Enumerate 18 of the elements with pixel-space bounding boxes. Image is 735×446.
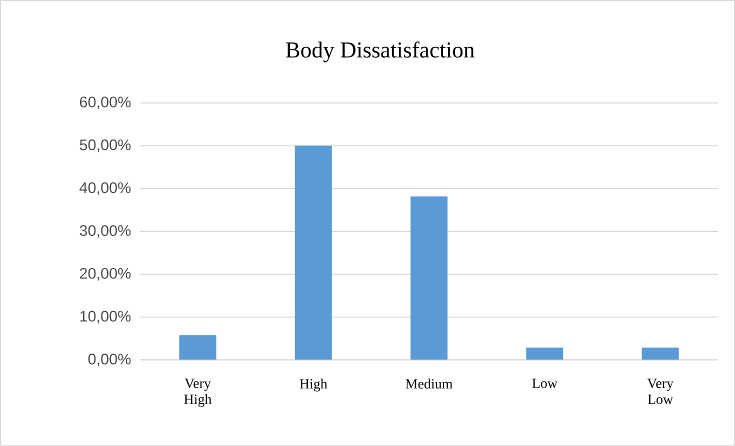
- y-tick-label: 30,00%: [80, 225, 131, 238]
- x-tick-label: Low: [532, 378, 558, 388]
- bar: [179, 335, 216, 360]
- y-tick-label: 40,00%: [80, 182, 131, 195]
- y-tick-label: 10,00%: [80, 310, 131, 324]
- y-tick-label: 50,00%: [80, 139, 131, 152]
- bar: [410, 196, 448, 360]
- bar: [294, 146, 332, 360]
- x-tick-label: Very High: [184, 378, 212, 407]
- x-tick-label: High: [300, 378, 328, 392]
- y-tick-label: 20,00%: [80, 268, 131, 281]
- y-tick-label: 60,00%: [80, 96, 131, 110]
- bar: [642, 348, 679, 360]
- x-tick-label: Medium: [406, 378, 453, 389]
- x-tick-label: Very Low: [647, 378, 674, 404]
- y-tick-label: 0,00%: [88, 354, 131, 366]
- chart-title: Body Dissatisfaction: [286, 42, 474, 62]
- bar: [526, 348, 564, 360]
